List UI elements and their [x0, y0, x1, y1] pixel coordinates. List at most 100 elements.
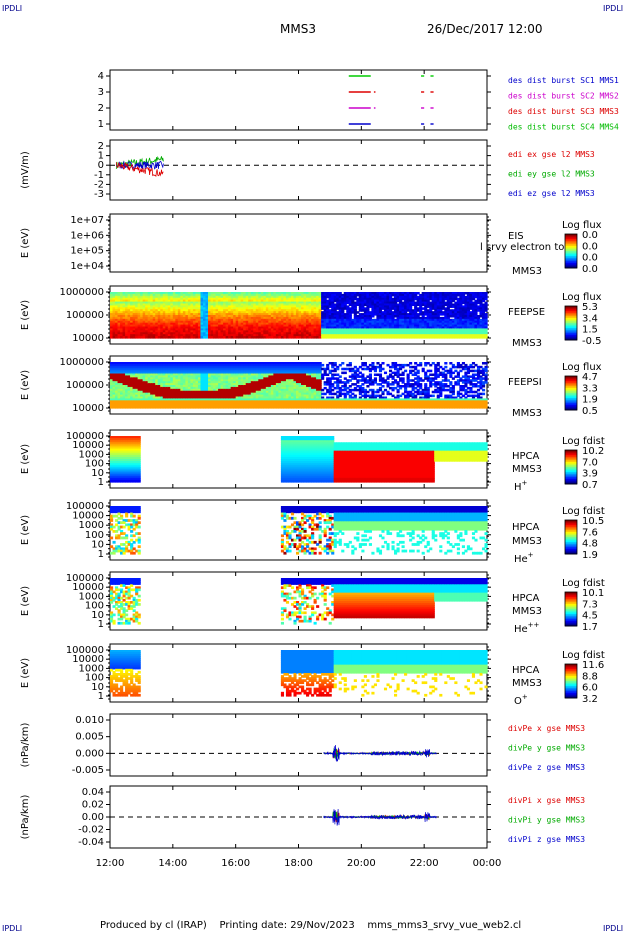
heat-cell	[409, 299, 413, 303]
heat-cell	[117, 379, 121, 382]
heat-cell	[326, 336, 330, 339]
heat-cell	[140, 315, 144, 318]
heat-cell	[228, 303, 232, 307]
heat-cell	[331, 318, 335, 322]
heat-cell	[160, 362, 164, 365]
feepsi-cells	[110, 362, 488, 409]
heat-cell	[223, 295, 227, 299]
heat-cell	[172, 373, 176, 377]
heat-cell	[142, 367, 146, 371]
heat-cell	[240, 316, 244, 320]
heat-cell	[230, 324, 234, 328]
heat-cell	[401, 318, 405, 322]
heat-cell	[399, 305, 403, 308]
heat-cell	[308, 313, 312, 316]
colorbar-tick-label: 1.5	[582, 325, 598, 336]
heat-cell	[399, 322, 403, 326]
heat-cell	[481, 313, 486, 316]
heat-cell	[147, 311, 151, 314]
heat-cell	[120, 322, 124, 326]
heat-cell	[386, 318, 390, 322]
heat-cell	[280, 307, 285, 310]
heat-cell	[112, 326, 116, 330]
heat-cell	[446, 301, 450, 305]
heat-cell	[132, 383, 136, 386]
colorbar-cell	[565, 336, 577, 339]
heat-cell	[431, 330, 435, 333]
heat-cell	[270, 307, 274, 310]
heat-cell	[205, 295, 209, 299]
heat-cell	[326, 322, 330, 326]
heat-cell	[348, 311, 352, 314]
heat-cell	[223, 297, 227, 301]
heat-cell	[180, 299, 184, 303]
heat-cell	[311, 307, 315, 310]
heat-cell	[255, 315, 259, 318]
heat-cell	[328, 326, 332, 330]
heat-cell	[172, 388, 176, 392]
heat-cell	[265, 334, 269, 337]
heat-cell	[449, 309, 453, 312]
heat-cell	[187, 295, 192, 299]
heat-cell	[255, 318, 259, 322]
heat-cell	[313, 303, 317, 307]
heat-cell	[152, 293, 156, 297]
heat-cell	[213, 336, 217, 339]
colorbar-cell	[565, 306, 577, 309]
heat-cell	[238, 326, 242, 330]
heat-cell	[298, 305, 302, 308]
heat-cell	[228, 330, 232, 333]
heat-cell	[147, 313, 151, 316]
heat-cell	[481, 316, 486, 320]
heat-cell	[283, 336, 287, 339]
heat-cell	[175, 367, 179, 371]
heat-cell	[200, 336, 204, 339]
heat-cell	[333, 320, 337, 324]
heat-cell	[125, 315, 129, 318]
heat-cell	[137, 383, 141, 386]
heat-cell	[172, 297, 176, 301]
heat-cell	[180, 305, 184, 308]
heat-cell	[240, 297, 244, 301]
heat-cell	[439, 324, 443, 328]
heat-cell	[132, 373, 136, 377]
heat-cell	[459, 295, 463, 299]
heat-cell	[409, 292, 413, 295]
heat-cell	[376, 328, 380, 331]
heat-cell	[399, 336, 403, 339]
heat-cell	[245, 305, 249, 308]
heat-cell	[481, 305, 486, 308]
heat-cell	[137, 379, 141, 382]
heat-cell	[275, 311, 279, 314]
heat-cell	[268, 326, 272, 330]
heat-cell	[394, 320, 398, 324]
heat-cell	[140, 400, 144, 403]
heat-cell	[388, 297, 393, 301]
heat-cell	[152, 328, 156, 331]
heat-cell	[117, 385, 121, 388]
heat-cell	[233, 334, 237, 337]
heat-cell	[386, 307, 390, 310]
heat-cell	[155, 375, 159, 378]
heat-cell	[258, 330, 262, 333]
heat-cell	[192, 334, 197, 337]
heat-cell	[162, 385, 166, 388]
heat-cell	[152, 318, 156, 322]
heat-cell	[295, 330, 300, 333]
heat-cell	[117, 305, 121, 308]
heat-cell	[120, 313, 124, 316]
heat-cell	[130, 297, 134, 301]
heat-cell	[112, 292, 116, 295]
heat-cell	[280, 297, 285, 301]
heat-cell	[469, 315, 473, 318]
heat-cell	[145, 313, 149, 316]
heat-cell	[117, 371, 121, 375]
heat-cell	[205, 320, 209, 324]
heat-cell	[210, 320, 214, 324]
heat-cell	[326, 307, 330, 310]
heat-cell	[142, 362, 146, 365]
heat-cell	[170, 404, 174, 407]
colorbar-tick-label: 3.4	[582, 313, 598, 324]
heat-cell	[195, 400, 199, 403]
heat-cell	[240, 320, 244, 324]
